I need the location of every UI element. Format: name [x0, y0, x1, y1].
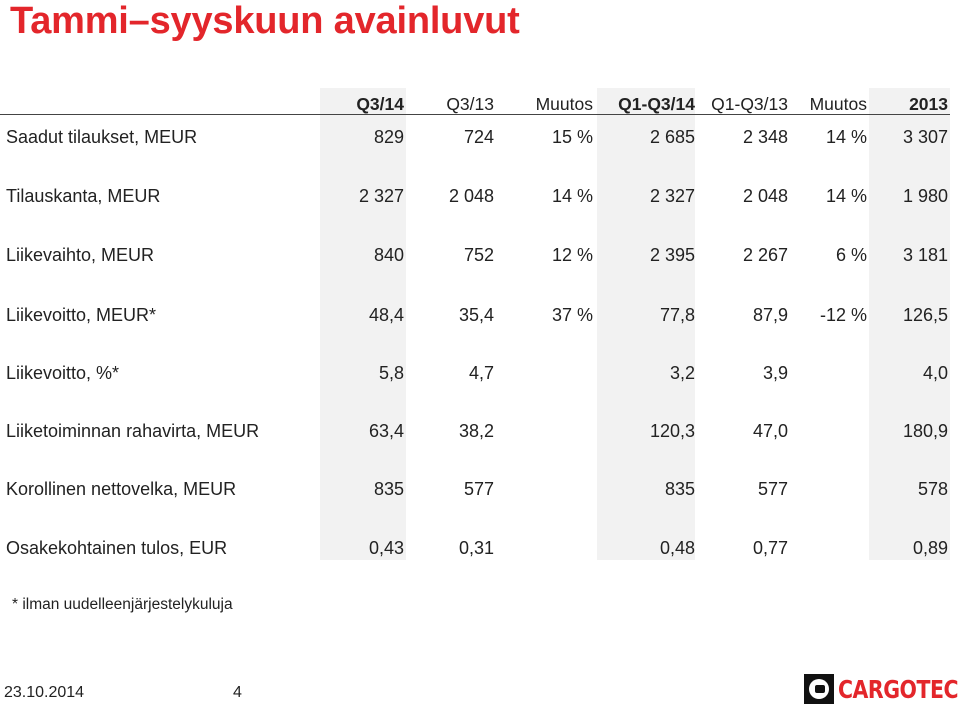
row-label: Liikevoitto, MEUR* — [6, 305, 157, 325]
cell-q3-13: 752 — [463, 245, 494, 265]
cell-2013: 578 — [917, 479, 948, 499]
cargotec-logo-icon — [804, 674, 834, 704]
col-header-q3-14: Q3/14 — [356, 94, 404, 114]
cell-q1-q3-13: 577 — [757, 479, 788, 499]
shade-q3-14 — [320, 88, 406, 560]
cell-q1-q3-13: 3,9 — [762, 363, 788, 383]
cell-q3-13: 2 048 — [448, 186, 494, 206]
row-label: Tilauskanta, MEUR — [6, 186, 161, 206]
col-header-muutos-ytd: Muutos — [809, 94, 867, 114]
cell-muutos-ytd: 6 % — [835, 245, 867, 265]
cell-q1-q3-13: 47,0 — [752, 421, 788, 441]
cell-2013: 180,9 — [902, 421, 948, 441]
slide-title: Tammi–syyskuun avainluvut — [10, 0, 520, 42]
cell-q3-14: 2 327 — [358, 186, 404, 206]
cell-q3-14: 835 — [373, 479, 404, 499]
cell-2013: 3 307 — [902, 127, 948, 147]
cell-muutos-q3: 12 % — [551, 245, 593, 265]
cell-q1-q3-13: 2 348 — [742, 127, 788, 147]
shade-2013 — [869, 88, 950, 560]
cell-q1-q3-14: 2 327 — [649, 186, 695, 206]
cell-q1-q3-14: 77,8 — [659, 305, 695, 325]
cell-q1-q3-14: 3,2 — [669, 363, 695, 383]
col-header-q1-q3-13: Q1-Q3/13 — [711, 94, 788, 114]
cell-q1-q3-13: 2 048 — [742, 186, 788, 206]
cell-2013: 126,5 — [902, 305, 948, 325]
cell-muutos-ytd: 14 % — [825, 186, 867, 206]
cell-q1-q3-14: 835 — [664, 479, 695, 499]
row-label: Korollinen nettovelka, MEUR — [6, 479, 237, 499]
cell-muutos-q3: 37 % — [551, 305, 593, 325]
cell-muutos-q3: 14 % — [551, 186, 593, 206]
cell-q3-14: 48,4 — [368, 305, 404, 325]
header-rule — [0, 114, 950, 115]
cell-q3-13: 724 — [463, 127, 494, 147]
row-label: Osakekohtainen tulos, EUR — [6, 538, 228, 558]
cell-2013: 1 980 — [902, 186, 948, 206]
col-header-q1-q3-14: Q1-Q3/14 — [618, 94, 695, 114]
logo-text: CARGOTEC — [838, 674, 959, 704]
cell-q3-13: 35,4 — [458, 305, 494, 325]
row-label: Liikevoitto, %* — [6, 363, 120, 383]
cell-q1-q3-13: 2 267 — [742, 245, 788, 265]
footer-date: 23.10.2014 — [4, 684, 85, 701]
cell-q3-13: 4,7 — [468, 363, 494, 383]
row-label: Liikevaihto, MEUR — [6, 245, 155, 265]
cell-q3-14: 829 — [373, 127, 404, 147]
cell-2013: 4,0 — [922, 363, 948, 383]
cell-q1-q3-13: 0,77 — [752, 538, 788, 558]
footnote: * ilman uudelleenjärjestelykuluja — [12, 596, 233, 613]
page-number: 4 — [233, 684, 242, 701]
cell-q3-13: 0,31 — [458, 538, 494, 558]
cell-q3-13: 38,2 — [458, 421, 494, 441]
cell-q1-q3-14: 2 685 — [649, 127, 695, 147]
cell-q1-q3-13: 87,9 — [752, 305, 788, 325]
cell-2013: 3 181 — [902, 245, 948, 265]
cell-q3-14: 5,8 — [378, 363, 404, 383]
cell-q3-13: 577 — [463, 479, 494, 499]
col-header-q3-13: Q3/13 — [446, 94, 494, 114]
cell-q3-14: 840 — [373, 245, 404, 265]
cell-muutos-q3: 15 % — [551, 127, 593, 147]
row-label: Saadut tilaukset, MEUR — [6, 127, 198, 147]
cell-q1-q3-14: 120,3 — [649, 421, 695, 441]
cell-q3-14: 0,43 — [368, 538, 404, 558]
cargotec-logo: CARGOTEC — [804, 673, 960, 705]
col-header-2013: 2013 — [909, 94, 948, 114]
cell-muutos-ytd: 14 % — [825, 127, 867, 147]
cell-q1-q3-14: 2 395 — [649, 245, 695, 265]
cell-muutos-ytd: -12 % — [819, 305, 867, 325]
cell-q1-q3-14: 0,48 — [659, 538, 695, 558]
shade-q1-q3-14 — [597, 88, 695, 560]
cell-q3-14: 63,4 — [368, 421, 404, 441]
cell-2013: 0,89 — [912, 538, 948, 558]
col-header-muutos-q3: Muutos — [535, 94, 593, 114]
row-label: Liiketoiminnan rahavirta, MEUR — [6, 421, 260, 441]
